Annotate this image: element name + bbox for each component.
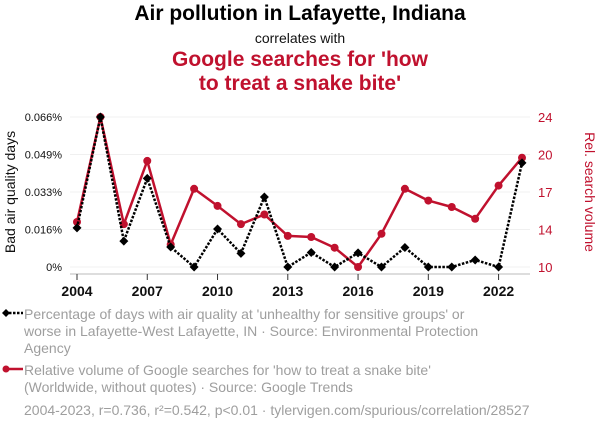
x-tick-label: 2013 — [272, 283, 303, 299]
search-volume-point — [400, 184, 409, 193]
air-quality-point — [119, 236, 129, 246]
y2-tick-label: 20 — [538, 148, 552, 163]
air-quality-point — [400, 242, 410, 252]
chart-title-secondary-line1: Google searches for 'how — [172, 48, 428, 71]
x-tick-label: 2010 — [202, 283, 233, 299]
search-volume-point — [260, 210, 269, 219]
search-volume-point — [494, 181, 503, 190]
search-volume-point — [190, 184, 199, 193]
y2-axis-label: Rel. search volume — [582, 132, 598, 252]
y2-tick-label: 24 — [538, 110, 552, 125]
search-volume-point — [236, 220, 245, 229]
dotted-diamond-legend-icon — [2, 309, 23, 317]
search-volume-point — [518, 153, 526, 162]
x-tick-label: 2022 — [483, 283, 514, 299]
air-quality-point — [447, 262, 457, 272]
y-tick-label: 0.016% — [25, 225, 63, 237]
legend-item-search-volume: Relative volume of Google searches for '… — [2, 362, 494, 396]
legend-label-air-quality: Percentage of days with air quality at '… — [24, 306, 479, 356]
air-quality-point — [95, 112, 105, 122]
x-tick-label: 2004 — [61, 283, 92, 299]
chart-subtitle: correlates with — [254, 30, 346, 46]
y-tick-label: 0.049% — [25, 150, 63, 162]
air-quality-point — [236, 248, 246, 258]
search-volume-point — [143, 156, 152, 165]
footer-stats: 2004-2023, r=0.736, r²=0.542, p<0.01 · t… — [24, 402, 530, 418]
search-volume-point — [213, 201, 222, 210]
y-axis-ticks: 0% 0.016% 0.033% 0.049% 0.066% — [25, 112, 63, 274]
chart-plot: 2004 2007 2010 2013 2016 2019 2022 0%0.016%0.0… — [2, 110, 598, 299]
chart-title-secondary: Google searches for 'how to treat a snak… — [0, 48, 600, 96]
air-quality-point — [283, 262, 293, 272]
x-tick-label: 2019 — [413, 283, 444, 299]
gridlines — [70, 116, 530, 268]
air-quality-point — [259, 192, 269, 202]
search-volume-point — [471, 214, 480, 223]
air-quality-point — [353, 248, 363, 258]
search-volume-point — [424, 196, 433, 205]
x-axis-ticks: 2004 2007 2010 2013 2016 2019 2022 — [61, 274, 514, 299]
air-quality-point — [306, 247, 316, 257]
air-quality-point — [330, 262, 340, 272]
y-tick-label: 0.033% — [25, 187, 63, 199]
chart-title-secondary-line2: to treat a snake bite' — [198, 72, 402, 95]
chart-title: Air pollution in Lafayette, Indiana — [134, 2, 466, 25]
y2-tick-label: 14 — [538, 223, 552, 238]
legend-item-air-quality: Percentage of days with air quality at '… — [2, 306, 494, 357]
search-volume-point — [354, 263, 363, 271]
air-quality-point — [213, 224, 223, 234]
y2-axis-ticks: 10 14 17 20 24 — [538, 110, 552, 275]
air-quality-point — [72, 223, 82, 233]
air-quality-point — [376, 262, 386, 272]
search-volume-point — [330, 243, 339, 252]
air-quality-point — [189, 262, 199, 272]
legend-label-search-volume: Relative volume of Google searches for '… — [24, 362, 431, 395]
series-air-quality — [72, 112, 527, 272]
y-tick-label: 0% — [46, 262, 62, 274]
air-quality-point — [423, 262, 433, 272]
y2-tick-label: 10 — [538, 260, 552, 275]
x-tick-label: 2016 — [342, 283, 373, 299]
search-volume-point — [377, 229, 386, 238]
air-quality-point — [494, 262, 504, 272]
search-volume-point — [307, 233, 316, 241]
y-tick-label: 0.066% — [25, 112, 63, 124]
search-volume-point — [447, 203, 456, 211]
y-axis-label: Bad air quality days — [2, 131, 18, 253]
air-quality-point — [470, 255, 480, 265]
search-volume-point — [283, 231, 292, 240]
y2-tick-label: 17 — [538, 185, 552, 200]
x-tick-label: 2007 — [132, 283, 163, 299]
search-volume-line — [75, 115, 523, 269]
air-quality-point — [166, 242, 176, 252]
air-quality-point — [142, 173, 152, 183]
air-quality-point — [517, 158, 527, 168]
line-circle-legend-icon — [2, 365, 23, 373]
